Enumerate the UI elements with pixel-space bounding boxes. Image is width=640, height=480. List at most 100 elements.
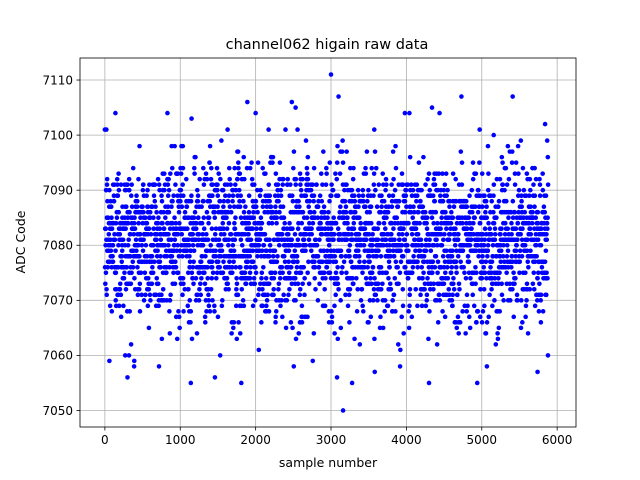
data-point xyxy=(360,270,365,276)
data-point xyxy=(134,198,140,204)
data-point xyxy=(182,209,188,215)
data-point xyxy=(360,309,366,314)
data-point xyxy=(244,264,250,270)
data-point xyxy=(476,253,481,259)
data-point xyxy=(287,287,292,292)
data-point xyxy=(111,193,117,198)
data-point xyxy=(378,314,383,320)
data-point xyxy=(257,193,263,198)
data-point xyxy=(380,171,386,176)
data-point xyxy=(145,303,151,309)
data-point xyxy=(476,187,481,193)
data-point xyxy=(388,287,394,292)
data-point xyxy=(430,270,435,276)
data-point xyxy=(169,204,174,209)
data-point xyxy=(396,281,401,287)
x-tick-label: 5000 xyxy=(467,433,498,447)
data-point xyxy=(131,364,137,369)
data-point xyxy=(130,259,136,265)
data-point xyxy=(386,204,392,209)
data-point xyxy=(279,298,284,303)
data-point xyxy=(136,242,141,248)
data-point xyxy=(327,270,333,276)
data-point xyxy=(277,276,283,281)
data-point xyxy=(468,237,474,243)
data-point xyxy=(373,292,379,298)
data-point xyxy=(289,237,294,243)
data-point xyxy=(382,226,388,232)
data-point xyxy=(480,309,486,314)
data-point xyxy=(150,242,156,248)
data-point xyxy=(480,259,485,265)
data-point xyxy=(304,215,310,221)
data-point xyxy=(340,408,346,413)
data-point xyxy=(227,204,233,209)
data-point xyxy=(490,303,495,309)
data-point xyxy=(201,226,207,232)
data-point xyxy=(288,182,293,187)
data-point xyxy=(422,281,428,287)
data-point xyxy=(168,171,173,176)
data-point xyxy=(492,237,498,243)
data-point xyxy=(355,287,361,292)
data-point xyxy=(120,237,126,243)
data-point xyxy=(221,198,227,204)
data-point xyxy=(473,248,479,254)
data-point xyxy=(218,231,224,237)
data-point xyxy=(188,248,194,254)
data-point xyxy=(333,259,339,265)
data-point xyxy=(159,193,164,198)
data-point xyxy=(526,264,531,270)
data-point xyxy=(311,193,317,198)
data-point xyxy=(245,99,250,105)
data-point xyxy=(523,314,528,320)
data-point xyxy=(129,204,135,209)
x-axis-label: sample number xyxy=(279,455,378,470)
data-point xyxy=(534,253,539,259)
data-point xyxy=(207,198,213,204)
data-point xyxy=(125,182,130,187)
data-point xyxy=(298,187,304,193)
data-point xyxy=(470,160,476,165)
data-point xyxy=(306,237,312,243)
data-point xyxy=(392,237,397,243)
data-point xyxy=(375,298,380,303)
data-point xyxy=(279,264,285,270)
data-point xyxy=(376,182,382,187)
data-point xyxy=(260,303,265,309)
data-point xyxy=(342,198,348,204)
data-point xyxy=(500,182,506,187)
data-point xyxy=(208,176,214,182)
data-point xyxy=(246,193,252,198)
data-point xyxy=(146,287,152,292)
data-point xyxy=(470,176,476,182)
data-point xyxy=(527,176,533,182)
data-point xyxy=(253,298,258,303)
data-point xyxy=(207,309,213,314)
data-point xyxy=(481,242,487,248)
data-point xyxy=(256,242,262,248)
data-point xyxy=(137,231,143,237)
data-point xyxy=(545,182,551,187)
data-point xyxy=(499,154,505,160)
data-point xyxy=(321,248,327,254)
data-point xyxy=(232,182,238,187)
data-point xyxy=(235,149,241,154)
data-point xyxy=(515,143,521,149)
data-point xyxy=(132,226,138,232)
data-point xyxy=(281,253,287,259)
data-point xyxy=(376,220,382,226)
data-point xyxy=(280,182,286,187)
data-point xyxy=(219,303,225,309)
data-point xyxy=(169,253,175,259)
data-point xyxy=(235,292,241,298)
data-point xyxy=(333,171,338,176)
data-point xyxy=(526,193,532,198)
data-point xyxy=(126,176,132,182)
data-point xyxy=(294,264,300,270)
data-point xyxy=(346,248,352,254)
data-point xyxy=(471,303,477,309)
data-point xyxy=(516,187,522,193)
data-point xyxy=(201,165,206,171)
data-point xyxy=(418,292,423,298)
